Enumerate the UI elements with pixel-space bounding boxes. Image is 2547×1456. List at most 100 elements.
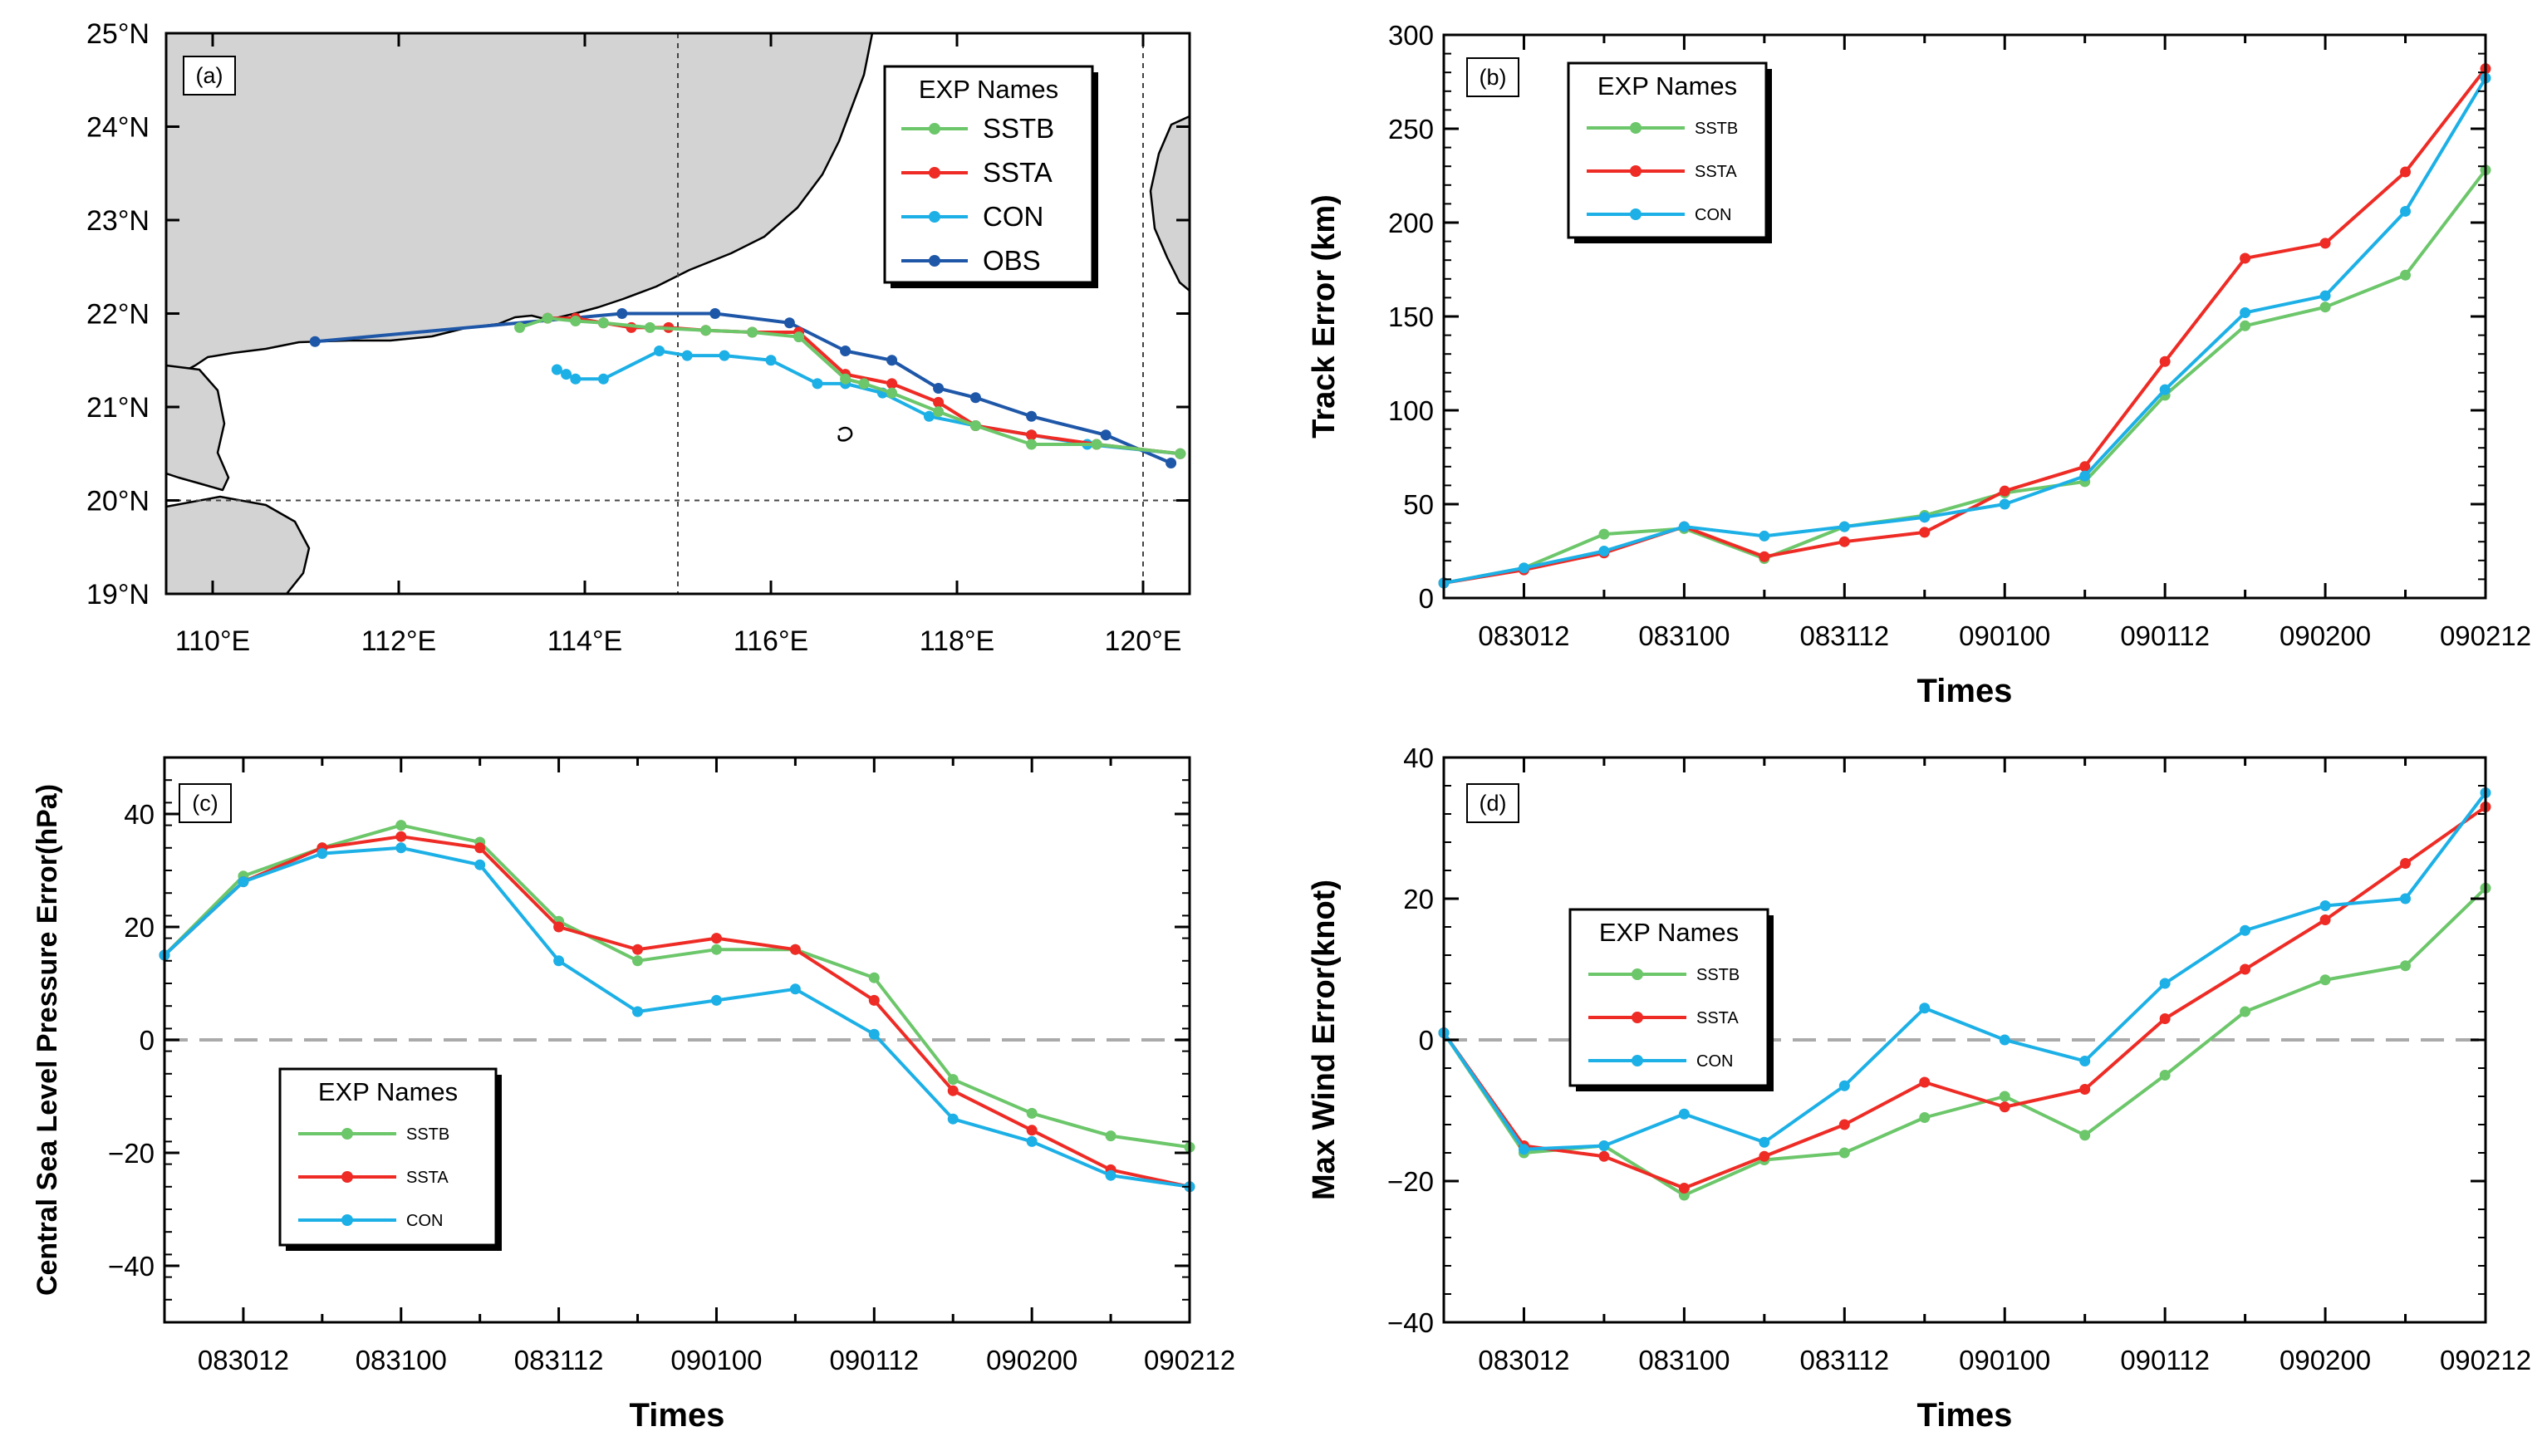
track-point bbox=[598, 317, 609, 328]
y-axis-title: Max Wind Error(knot) bbox=[1307, 880, 1342, 1200]
y-tick-label: 25°N bbox=[86, 18, 150, 50]
data-point bbox=[2000, 486, 2010, 497]
y-tick-label: 200 bbox=[1388, 208, 1434, 238]
data-point bbox=[1839, 537, 1850, 547]
data-point bbox=[395, 842, 406, 853]
track-point bbox=[616, 308, 627, 319]
data-point bbox=[395, 831, 406, 842]
data-point bbox=[1759, 1137, 1769, 1148]
data-point bbox=[1679, 522, 1690, 532]
data-point bbox=[1839, 1081, 1850, 1091]
data-point bbox=[238, 876, 248, 887]
y-tick-label: 50 bbox=[1403, 489, 1434, 520]
x-tick-label: 090200 bbox=[2280, 1345, 2371, 1375]
legend-label: SSTB bbox=[406, 1125, 449, 1144]
data-point bbox=[1519, 1144, 1529, 1155]
y-axis-title: Track Error (km) bbox=[1307, 194, 1342, 439]
data-point bbox=[474, 860, 485, 870]
legend-marker bbox=[1630, 208, 1642, 220]
track-point bbox=[766, 355, 777, 365]
legend-marker bbox=[929, 123, 940, 135]
legend-marker bbox=[341, 1214, 353, 1226]
y-tick-label: −40 bbox=[1387, 1307, 1434, 1338]
data-point bbox=[2160, 1013, 2171, 1024]
data-point bbox=[2079, 1084, 2090, 1095]
y-tick-label: 40 bbox=[1403, 743, 1434, 773]
x-axis-title: Times bbox=[1917, 673, 2013, 709]
data-point bbox=[2240, 252, 2250, 263]
data-point bbox=[2320, 914, 2331, 925]
track-point bbox=[1101, 429, 1112, 440]
legend-title: EXP Names bbox=[318, 1077, 458, 1106]
data-point bbox=[2400, 858, 2411, 869]
y-tick-label: 300 bbox=[1388, 20, 1434, 51]
legend-marker bbox=[341, 1171, 353, 1183]
y-axis-title: Central Sea Level Pressure Error(hPa) bbox=[32, 784, 63, 1296]
x-tick-label: 083112 bbox=[1799, 620, 1889, 651]
data-point bbox=[1598, 546, 1609, 556]
panel-label-a: (a) bbox=[184, 56, 235, 95]
data-point bbox=[2079, 471, 2090, 482]
data-point bbox=[1919, 1077, 1930, 1088]
data-point bbox=[2079, 1056, 2090, 1066]
data-point bbox=[2000, 499, 2010, 510]
x-tick-label: 116°E bbox=[734, 625, 808, 657]
track-point bbox=[645, 322, 655, 333]
legend-label: SSTA bbox=[1696, 1009, 1739, 1027]
y-tick-label: 19°N bbox=[86, 579, 150, 610]
x-tick-label: 083112 bbox=[514, 1345, 604, 1375]
track-point bbox=[1166, 458, 1176, 468]
legend-marker bbox=[1632, 968, 1643, 980]
data-point bbox=[317, 848, 327, 859]
track-point bbox=[1026, 411, 1037, 422]
data-point bbox=[711, 933, 722, 944]
data-point bbox=[2400, 960, 2411, 971]
data-point bbox=[1106, 1130, 1116, 1141]
data-point bbox=[632, 1007, 643, 1017]
data-point bbox=[2240, 321, 2250, 331]
y-tick-label: 100 bbox=[1388, 395, 1434, 426]
data-point bbox=[790, 944, 801, 955]
data-point bbox=[2320, 238, 2331, 248]
data-point bbox=[2320, 291, 2331, 301]
data-point bbox=[1919, 512, 1930, 522]
panel-label-text: (b) bbox=[1480, 65, 1507, 90]
x-axis-title: Times bbox=[630, 1397, 725, 1434]
x-tick-label: 083012 bbox=[1478, 620, 1569, 651]
legend-b: EXP Names SSTB SSTA CON bbox=[1568, 63, 1772, 243]
y-tick-label: 20 bbox=[124, 912, 155, 943]
data-point bbox=[1598, 529, 1609, 540]
track-point bbox=[859, 378, 870, 389]
x-tick-label: 090112 bbox=[2120, 620, 2210, 651]
track-point bbox=[924, 411, 935, 422]
x-tick-label: 083012 bbox=[1478, 1345, 1569, 1375]
legend-marker bbox=[1632, 1055, 1643, 1066]
data-point bbox=[1598, 1140, 1609, 1151]
track-point bbox=[561, 369, 572, 380]
legend-label: CON bbox=[1695, 206, 1731, 224]
data-point bbox=[869, 973, 880, 983]
track-point bbox=[784, 317, 795, 328]
legend-label: CON bbox=[983, 201, 1043, 232]
track-point bbox=[886, 378, 897, 389]
data-point bbox=[1027, 1108, 1038, 1119]
data-point bbox=[2160, 385, 2171, 395]
x-tick-label: 090112 bbox=[2120, 1345, 2210, 1375]
panel-label-c: (c) bbox=[179, 784, 231, 822]
x-axis-title: Times bbox=[1917, 1397, 2013, 1434]
track-point bbox=[970, 420, 981, 431]
x-tick-label: 090212 bbox=[1144, 1345, 1235, 1375]
track-point bbox=[812, 378, 823, 389]
data-point bbox=[2160, 1070, 2171, 1081]
data-point bbox=[1759, 531, 1769, 542]
track-point bbox=[1026, 429, 1037, 440]
data-point bbox=[2400, 894, 2411, 904]
data-point bbox=[948, 1086, 959, 1096]
track-point bbox=[709, 308, 720, 319]
y-tick-label: 0 bbox=[1419, 1025, 1434, 1056]
data-point bbox=[1679, 1109, 1690, 1120]
track-point bbox=[886, 388, 897, 399]
data-point bbox=[2320, 900, 2331, 911]
data-point bbox=[1106, 1170, 1116, 1181]
data-point bbox=[632, 944, 643, 955]
